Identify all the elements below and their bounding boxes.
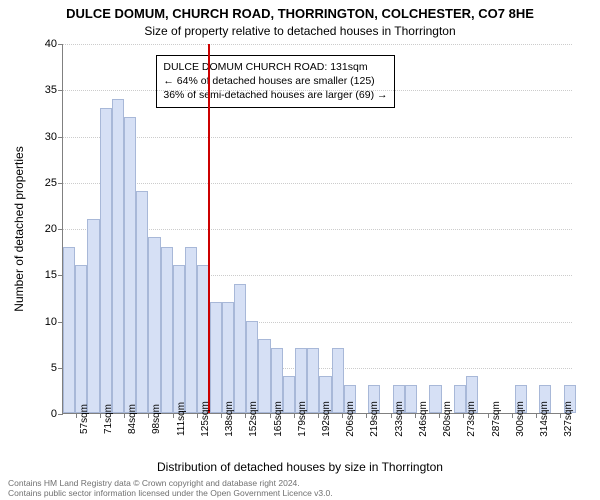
x-tick-label: 233sqm [394, 401, 405, 437]
info-box-line-1: DULCE DOMUM CHURCH ROAD: 131sqm [163, 60, 387, 74]
x-tick-mark [148, 413, 149, 418]
x-tick-mark [488, 413, 489, 418]
y-tick-label: 25 [45, 177, 57, 189]
x-tick-label: 327sqm [563, 401, 574, 437]
x-tick-label: 206sqm [345, 401, 356, 437]
property-size-histogram: DULCE DOMUM, CHURCH ROAD, THORRINGTON, C… [0, 0, 600, 500]
histogram-bar [87, 219, 99, 413]
x-tick-label: 111sqm [176, 402, 187, 436]
histogram-bar [112, 99, 124, 414]
histogram-bar [161, 247, 173, 414]
histogram-bar [185, 247, 197, 414]
x-tick-mark [463, 413, 464, 418]
x-tick-label: 314sqm [539, 401, 550, 437]
x-tick-mark [294, 413, 295, 418]
plot-area: DULCE DOMUM CHURCH ROAD: 131sqm ← 64% of… [62, 44, 572, 414]
x-tick-label: 165sqm [273, 401, 284, 437]
y-tick-mark [58, 44, 63, 45]
x-tick-mark [221, 413, 222, 418]
y-tick-label: 30 [45, 131, 57, 143]
x-tick-label: 287sqm [491, 401, 502, 437]
histogram-bar [173, 265, 185, 413]
y-tick-label: 40 [45, 38, 57, 50]
x-tick-mark [391, 413, 392, 418]
y-gridline [63, 90, 572, 91]
histogram-bar [148, 237, 160, 413]
y-tick-label: 5 [51, 362, 57, 374]
chart-subtitle: Size of property relative to detached ho… [0, 24, 600, 38]
y-tick-mark [58, 229, 63, 230]
footer-line-2: Contains public sector information licen… [8, 488, 592, 498]
histogram-bar [100, 108, 112, 413]
x-tick-mark [100, 413, 101, 418]
histogram-bar [454, 385, 466, 413]
x-tick-mark [560, 413, 561, 418]
y-tick-label: 35 [45, 84, 57, 96]
x-tick-label: 260sqm [442, 401, 453, 437]
x-tick-label: 273sqm [466, 401, 477, 437]
y-tick-mark [58, 137, 63, 138]
x-tick-label: 219sqm [369, 401, 380, 437]
x-tick-label: 71sqm [103, 404, 114, 434]
x-tick-mark [173, 413, 174, 418]
histogram-bar [307, 348, 319, 413]
x-tick-label: 57sqm [79, 404, 90, 434]
x-tick-label: 192sqm [321, 401, 332, 437]
y-gridline [63, 137, 572, 138]
reference-line [208, 44, 210, 413]
y-tick-mark [58, 90, 63, 91]
x-tick-mark [318, 413, 319, 418]
x-tick-mark [366, 413, 367, 418]
histogram-bar [136, 191, 148, 413]
chart-title: DULCE DOMUM, CHURCH ROAD, THORRINGTON, C… [0, 6, 600, 21]
x-tick-mark [512, 413, 513, 418]
y-tick-mark [58, 183, 63, 184]
histogram-bar [75, 265, 87, 413]
x-tick-mark [439, 413, 440, 418]
footer-attribution: Contains HM Land Registry data © Crown c… [8, 478, 592, 498]
x-tick-label: 125sqm [200, 401, 211, 437]
x-tick-mark [245, 413, 246, 418]
x-tick-mark [124, 413, 125, 418]
info-box: DULCE DOMUM CHURCH ROAD: 131sqm ← 64% of… [156, 55, 394, 108]
y-gridline [63, 183, 572, 184]
footer-line-1: Contains HM Land Registry data © Crown c… [8, 478, 592, 488]
histogram-bar [332, 348, 344, 413]
histogram-bar [258, 339, 270, 413]
x-tick-mark [197, 413, 198, 418]
y-tick-mark [58, 414, 63, 415]
y-tick-label: 15 [45, 269, 57, 281]
x-tick-label: 84sqm [127, 404, 138, 434]
x-tick-mark [536, 413, 537, 418]
y-tick-label: 0 [51, 408, 57, 420]
x-tick-mark [270, 413, 271, 418]
histogram-bar [234, 284, 246, 414]
x-tick-mark [76, 413, 77, 418]
histogram-bar [124, 117, 136, 413]
histogram-bar [222, 302, 234, 413]
y-axis-label: Number of detached properties [12, 146, 26, 311]
x-tick-label: 179sqm [297, 401, 308, 437]
x-axis-label: Distribution of detached houses by size … [0, 460, 600, 474]
x-tick-mark [415, 413, 416, 418]
histogram-bar [210, 302, 222, 413]
histogram-bar [63, 247, 75, 414]
x-tick-label: 98sqm [151, 404, 162, 434]
y-gridline [63, 44, 572, 45]
histogram-bar [246, 321, 258, 414]
x-tick-label: 300sqm [515, 401, 526, 437]
x-tick-label: 138sqm [224, 401, 235, 437]
y-tick-label: 10 [45, 316, 57, 328]
y-tick-label: 20 [45, 223, 57, 235]
x-tick-label: 152sqm [248, 401, 259, 437]
info-box-line-2: ← 64% of detached houses are smaller (12… [163, 74, 387, 88]
histogram-bar [283, 376, 295, 413]
x-tick-label: 246sqm [418, 401, 429, 437]
histogram-bar [429, 385, 441, 413]
histogram-bar [405, 385, 417, 413]
x-tick-mark [342, 413, 343, 418]
